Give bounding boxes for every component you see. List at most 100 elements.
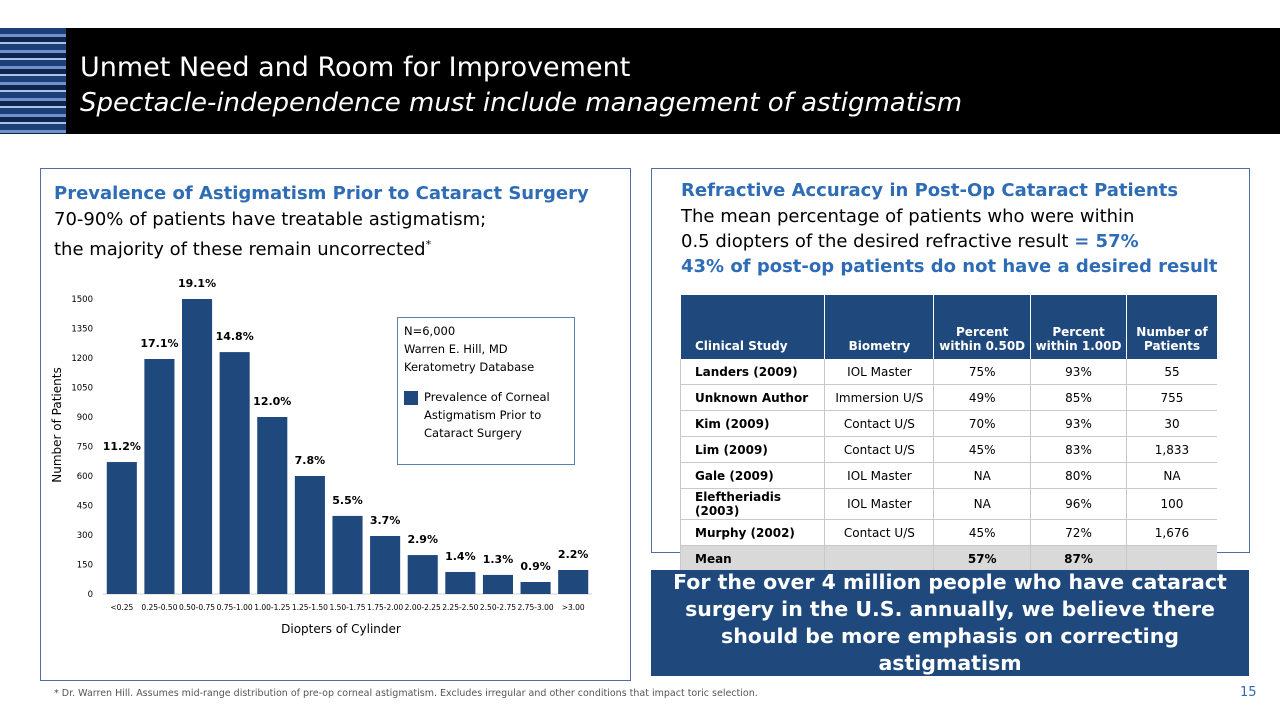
legend-note: Warren E. Hill, MD bbox=[404, 342, 508, 356]
x-tick-label: 2.25-2.50 bbox=[442, 603, 478, 612]
x-axis-title: Diopters of Cylinder bbox=[281, 622, 401, 636]
footnote: * Dr. Warren Hill. Assumes mid-range dis… bbox=[54, 688, 758, 699]
table-cell: IOL Master bbox=[824, 359, 934, 385]
table-cell: Kim (2009) bbox=[679, 410, 825, 437]
bar-label: 3.7% bbox=[370, 514, 401, 527]
table-cell: 49% bbox=[933, 384, 1031, 411]
column-header: Percent within 1.00D bbox=[1030, 295, 1127, 359]
bar bbox=[445, 571, 476, 594]
y-tick-label: 1200 bbox=[71, 354, 93, 364]
page-number: 15 bbox=[1240, 685, 1257, 700]
table-cell: Murphy (2002) bbox=[679, 519, 825, 546]
data-table: Clinical Study Biometry Percent within 0.5… bbox=[679, 295, 1217, 572]
left-panel bbox=[40, 168, 631, 681]
x-tick-label: 1.00-1.25 bbox=[254, 603, 290, 612]
bar bbox=[144, 358, 175, 594]
bar-label: 1.4% bbox=[445, 550, 476, 563]
y-tick-label: 300 bbox=[77, 531, 93, 541]
table-cell: 30 bbox=[1125, 410, 1217, 437]
table-row: Gale (2009) IOL Master NA 80% NA bbox=[679, 462, 1217, 489]
table-cell: 57% bbox=[933, 545, 1031, 572]
table-row: Eleftheriadis (2003) IOL Master NA 96% 100 bbox=[679, 488, 1217, 520]
table-row: Kim (2009) Contact U/S 70% 93% 30 bbox=[679, 410, 1217, 437]
y-tick-label: 150 bbox=[77, 561, 93, 571]
column-header: Clinical Study bbox=[679, 295, 825, 359]
bar-label: 1.3% bbox=[483, 553, 514, 566]
table-row: Lim (2009) Contact U/S 45% 83% 1,833 bbox=[679, 436, 1217, 463]
table-cell: 100 bbox=[1125, 488, 1217, 520]
table-cell: Mean bbox=[679, 545, 825, 572]
table-row: Murphy (2002) Contact U/S 45% 72% 1,676 bbox=[679, 519, 1217, 546]
table-cell: 1,833 bbox=[1125, 436, 1217, 463]
bar-label: 2.9% bbox=[407, 533, 438, 546]
y-tick-label: 1350 bbox=[71, 325, 93, 335]
bar bbox=[520, 582, 551, 594]
column-header: Biometry bbox=[824, 295, 934, 359]
y-tick-label: 0 bbox=[88, 590, 93, 600]
table-cell: 755 bbox=[1125, 384, 1217, 411]
slide-title: Unmet Need and Room for Improvement bbox=[80, 52, 631, 83]
bar-label: 5.5% bbox=[332, 494, 363, 507]
text: 0.5 diopters of the desired refractive r… bbox=[681, 231, 1069, 252]
x-tick-label: 0.50-0.75 bbox=[179, 603, 215, 612]
slide-subtitle: Spectacle-independence must include mana… bbox=[80, 88, 963, 118]
table-cell: Unknown Author bbox=[679, 384, 825, 411]
table-cell: 87% bbox=[1030, 545, 1127, 572]
bar bbox=[370, 535, 401, 594]
right-panel-text: The mean percentage of patients who were… bbox=[681, 204, 1218, 279]
bar bbox=[332, 515, 363, 594]
table-cell: Immersion U/S bbox=[824, 384, 934, 411]
x-tick-label: 1.75-2.00 bbox=[367, 603, 403, 612]
bar-label: 2.2% bbox=[558, 548, 589, 561]
table-cell: 72% bbox=[1030, 519, 1127, 546]
legend-note: N=6,000 bbox=[404, 324, 456, 338]
bar-label: 19.1% bbox=[178, 277, 216, 290]
table-cell: IOL Master bbox=[824, 488, 934, 520]
table-cell: Contact U/S bbox=[824, 410, 934, 437]
footnote-mark: * bbox=[425, 238, 432, 251]
x-tick-label: <0.25 bbox=[110, 603, 133, 612]
table-cell: 75% bbox=[933, 359, 1031, 385]
bar bbox=[294, 476, 325, 594]
table-cell: NA bbox=[1125, 462, 1217, 489]
table-header: Clinical Study Biometry Percent within 0.5… bbox=[679, 295, 1217, 359]
x-tick-label: 2.75-3.00 bbox=[518, 603, 554, 612]
table-cell: Lim (2009) bbox=[679, 436, 825, 463]
table-row: Landers (2009) IOL Master 75% 93% 55 bbox=[679, 359, 1217, 385]
x-tick-label: 2.50-2.75 bbox=[480, 603, 516, 612]
y-tick-label: 1500 bbox=[71, 295, 93, 305]
x-tick-label: >3.00 bbox=[562, 603, 585, 612]
table-cell: NA bbox=[933, 488, 1031, 520]
y-tick-label: 450 bbox=[77, 502, 93, 512]
table-cell bbox=[1125, 545, 1217, 572]
table-cell: 45% bbox=[933, 436, 1031, 463]
table-cell: Contact U/S bbox=[824, 436, 934, 463]
bar bbox=[257, 417, 288, 594]
y-tick-label: 600 bbox=[77, 472, 93, 482]
table-body: Landers (2009) IOL Master 75% 93% 55 Unknown … bbox=[679, 359, 1217, 572]
table-cell: IOL Master bbox=[824, 462, 934, 489]
y-axis-title: Number of Patients bbox=[50, 367, 64, 482]
text-line: 70-90% of patients have treatable astigm… bbox=[54, 209, 487, 230]
highlight: = 57% bbox=[1074, 231, 1139, 252]
table-cell: 93% bbox=[1030, 410, 1127, 437]
column-header: Number of Patients bbox=[1125, 295, 1217, 359]
table-cell: 96% bbox=[1030, 488, 1127, 520]
text: the majority of these remain uncorrected bbox=[54, 239, 426, 260]
table-cell: Landers (2009) bbox=[679, 359, 825, 385]
table-cell: 83% bbox=[1030, 436, 1127, 463]
table-cell: 93% bbox=[1030, 359, 1127, 385]
bar bbox=[558, 570, 589, 594]
legend-note: Keratometry Database bbox=[404, 360, 535, 374]
bar-label: 12.0% bbox=[253, 395, 291, 408]
text-line: the majority of these remain uncorrected… bbox=[54, 232, 486, 262]
bar bbox=[219, 352, 250, 594]
legend-entry: Prevalence of Corneal Astigmatism Prior … bbox=[404, 388, 568, 442]
text-line: The mean percentage of patients who were… bbox=[681, 206, 1135, 227]
bar-label: 11.2% bbox=[103, 440, 141, 453]
table-cell: 1,676 bbox=[1125, 519, 1217, 546]
table-cell: 85% bbox=[1030, 384, 1127, 411]
table-cell: Contact U/S bbox=[824, 519, 934, 546]
left-panel-text: 70-90% of patients have treatable astigm… bbox=[54, 207, 486, 262]
